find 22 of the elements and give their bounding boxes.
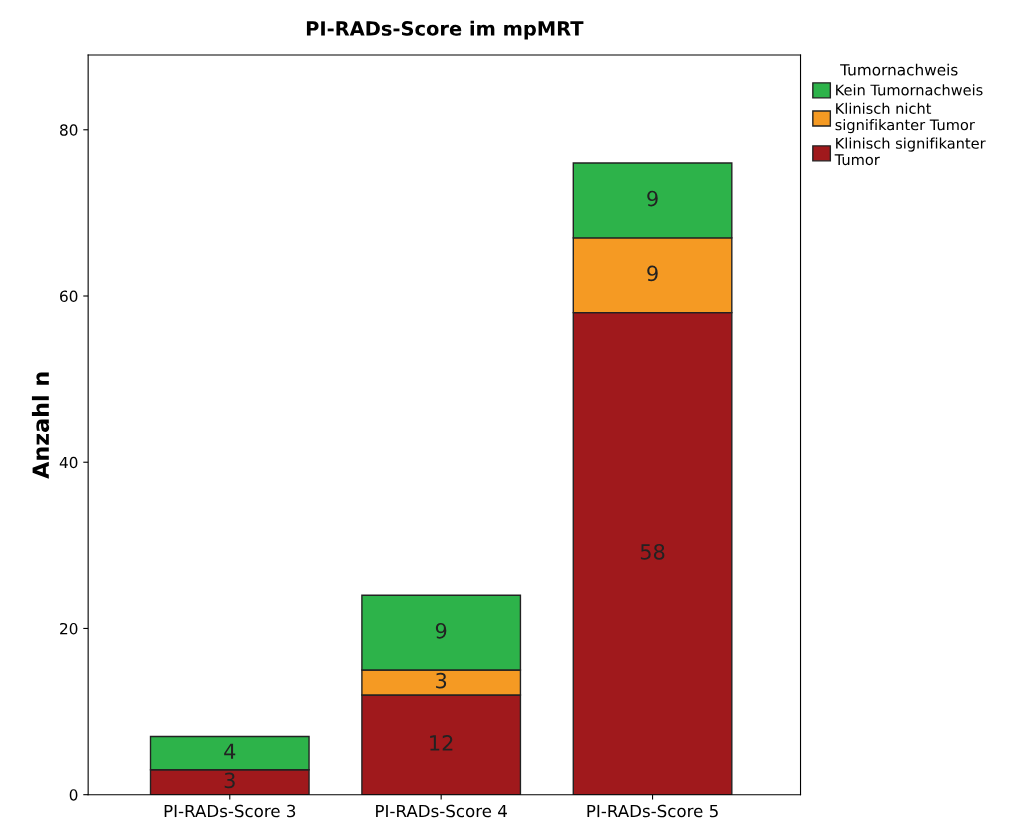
legend-label: Klinisch signifikanter Tumor: [834, 137, 986, 166]
y-tick-label: 20: [60, 622, 78, 635]
x-tick-label: PI-RADs-Score 5: [587, 804, 718, 818]
y-axis-title: Anzahl n: [31, 372, 50, 479]
y-tick-label: 40: [59, 456, 78, 469]
data-label: 3: [224, 772, 235, 789]
data-label: 12: [430, 735, 453, 751]
x-tick-label: PI-RADs-Score 3: [164, 804, 296, 818]
data-label: 9: [435, 622, 447, 639]
y-tick-label: 80: [60, 124, 78, 136]
y-tick-label: 60: [60, 290, 78, 303]
y-tick-label: 0: [69, 789, 78, 801]
legend-label: Klinisch nicht signifikanter Tumor: [835, 102, 975, 134]
data-label: 9: [647, 265, 658, 282]
data-label: 3: [436, 672, 447, 689]
data-label: 4: [224, 743, 236, 759]
data-label: 9: [647, 190, 658, 207]
chart-title: PI-RADs-Score im mpMRT: [306, 20, 584, 40]
data-label: 58: [640, 543, 665, 560]
legend-label: Kein Tumornachweis: [836, 84, 983, 96]
x-tick-label: PI-RADs-Score 4: [376, 804, 507, 818]
legend-title: Tumornachweis: [840, 63, 958, 76]
